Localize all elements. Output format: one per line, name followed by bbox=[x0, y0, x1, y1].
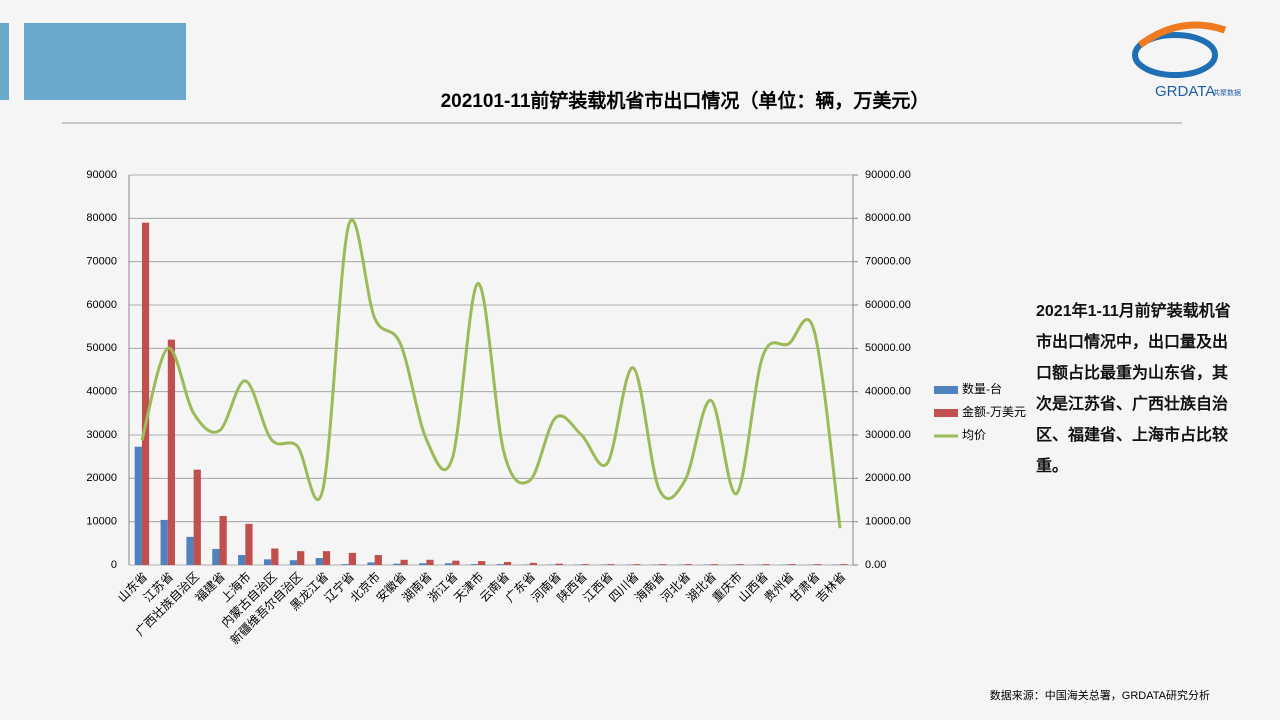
legend-label: 均价 bbox=[962, 428, 986, 442]
header-block bbox=[24, 23, 186, 100]
logo-ring bbox=[1132, 32, 1218, 78]
bar bbox=[529, 562, 538, 565]
bar bbox=[271, 548, 279, 565]
bar bbox=[186, 536, 194, 565]
bar bbox=[478, 561, 486, 565]
legend-label: 金额-万美元 bbox=[962, 404, 1026, 419]
y-tick-label: 80000 bbox=[86, 212, 117, 224]
y2-tick-label: 70000.00 bbox=[865, 256, 911, 268]
bar bbox=[840, 564, 848, 565]
bar bbox=[297, 551, 305, 565]
bar bbox=[470, 564, 479, 565]
bar bbox=[496, 564, 504, 565]
bar bbox=[315, 558, 323, 565]
bar bbox=[393, 563, 401, 565]
bar bbox=[581, 564, 589, 565]
bar bbox=[238, 555, 246, 565]
y-tick-label: 70000 bbox=[86, 256, 117, 268]
logo-brand: GRDATA bbox=[1155, 83, 1215, 100]
y-tick-label: 40000 bbox=[86, 386, 117, 398]
bar bbox=[167, 339, 176, 565]
bar bbox=[419, 563, 427, 565]
logo-swoosh bbox=[1137, 21, 1227, 48]
bar bbox=[374, 555, 382, 565]
accent-bar bbox=[0, 23, 9, 100]
bar bbox=[400, 559, 408, 565]
legend-key bbox=[934, 409, 958, 417]
source: 数据来源：中国海关总署，GRDATA研究分析 bbox=[990, 688, 1210, 702]
y-tick-label: 0 bbox=[111, 559, 117, 571]
y2-tick-label: 0.00 bbox=[865, 559, 886, 571]
chart-title: 202101-11前铲装载机省市出口情况（单位：辆，万美元） bbox=[441, 89, 930, 112]
bar bbox=[212, 548, 220, 565]
x-tick-label: 吉林省 bbox=[813, 569, 848, 604]
bar bbox=[263, 559, 272, 565]
y2-tick-label: 10000.00 bbox=[865, 516, 911, 528]
bar bbox=[555, 563, 563, 565]
y2-tick-label: 30000.00 bbox=[865, 429, 911, 441]
y2-tick-label: 20000.00 bbox=[865, 472, 911, 484]
bar bbox=[607, 564, 615, 565]
legend-label: 数量-台 bbox=[962, 381, 1002, 396]
bar bbox=[367, 562, 375, 565]
bar bbox=[444, 563, 453, 565]
bar bbox=[684, 564, 693, 565]
y-tick-label: 30000 bbox=[86, 429, 117, 441]
bar bbox=[503, 561, 512, 565]
y-tick-label: 60000 bbox=[86, 299, 117, 311]
y-tick-label: 20000 bbox=[86, 472, 117, 484]
bar bbox=[814, 564, 822, 565]
y2-tick-label: 90000.00 bbox=[865, 169, 911, 181]
bar bbox=[348, 552, 357, 565]
bar bbox=[452, 560, 460, 565]
bar bbox=[762, 564, 770, 565]
y-tick-label: 10000 bbox=[86, 516, 117, 528]
bar bbox=[245, 523, 253, 565]
bar bbox=[736, 564, 744, 565]
bar bbox=[134, 446, 142, 565]
line bbox=[140, 218, 842, 529]
bar bbox=[193, 469, 201, 565]
bar bbox=[322, 551, 331, 565]
logo-sub: 共聚数据 bbox=[1213, 88, 1241, 97]
bar bbox=[710, 564, 719, 565]
bar bbox=[788, 564, 796, 565]
y2-tick-label: 40000.00 bbox=[865, 386, 911, 398]
bar bbox=[659, 564, 667, 565]
bar bbox=[426, 559, 434, 565]
bar bbox=[141, 222, 150, 565]
note: 2021年1-11月前铲装载机省市出口情况中，出口量及出口额占比最重为山东省，其… bbox=[1036, 303, 1231, 475]
y-tick-label: 90000 bbox=[86, 169, 117, 181]
bar bbox=[341, 564, 349, 565]
y2-tick-label: 80000.00 bbox=[865, 212, 911, 224]
bar bbox=[289, 560, 298, 565]
y2-tick-label: 60000.00 bbox=[865, 299, 911, 311]
legend-key bbox=[934, 386, 958, 394]
y2-tick-label: 50000.00 bbox=[865, 342, 911, 354]
bar bbox=[633, 564, 641, 565]
y-tick-label: 50000 bbox=[86, 342, 117, 354]
bar bbox=[160, 519, 168, 565]
bar bbox=[219, 516, 227, 565]
